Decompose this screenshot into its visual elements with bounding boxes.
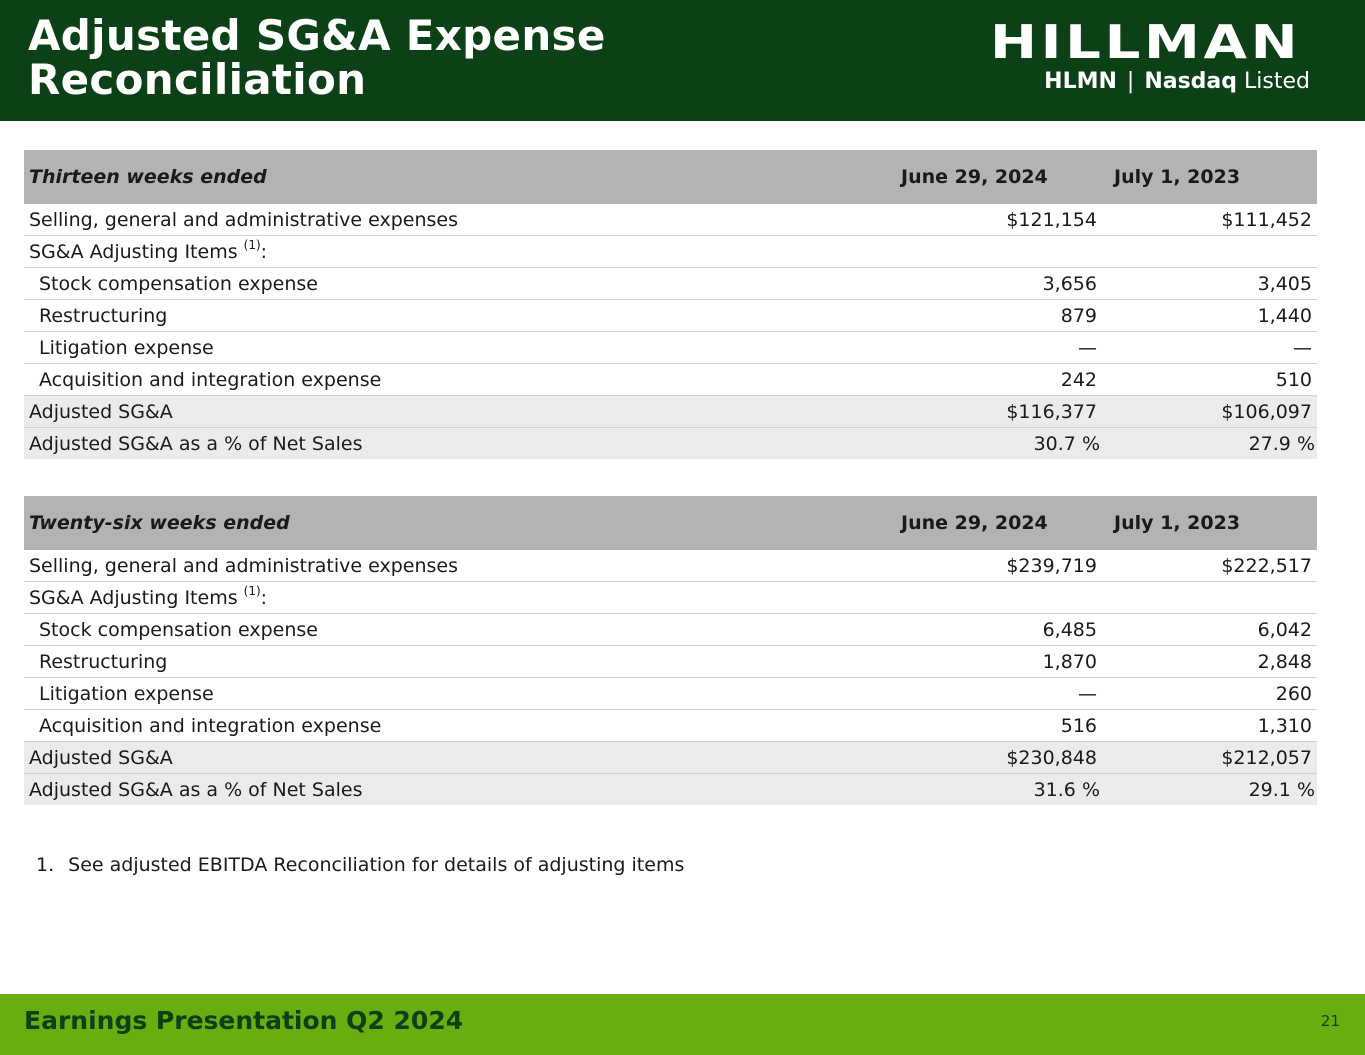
column-header-2024: June 29, 2024 (889, 496, 1102, 550)
table-row: SG&A Adjusting Items (1): (24, 235, 1317, 268)
row-label: SG&A Adjusting Items (1): (24, 581, 889, 614)
row-label: Restructuring (24, 299, 889, 332)
table-row: Adjusted SG&A $230,848 $212,057 (24, 741, 1317, 774)
row-label: Selling, general and administrative expe… (24, 550, 889, 582)
table-header-row: Thirteen weeks ended June 29, 2024 July … (24, 150, 1317, 204)
table-row: Stock compensation expense 3,656 3,405 (24, 267, 1317, 300)
row-label: Litigation expense (24, 331, 889, 364)
table-row: Selling, general and administrative expe… (24, 550, 1317, 582)
thirteen-weeks-table: Thirteen weeks ended June 29, 2024 July … (24, 150, 1317, 459)
table-row: Selling, general and administrative expe… (24, 204, 1317, 236)
row-label: Selling, general and administrative expe… (24, 204, 889, 236)
page-title-line-1: Adjusted SG&A Expense (28, 11, 606, 60)
label-colon: : (260, 240, 268, 263)
page-title-line-2: Reconciliation (28, 55, 367, 104)
value-2024: $230,848 (889, 741, 1102, 774)
row-label: Restructuring (24, 645, 889, 678)
footnote-ref: (1) (243, 237, 261, 252)
exchange-name: Nasdaq (1144, 69, 1238, 94)
value-2024: 30.7 % (889, 427, 1102, 459)
value-2023 (1102, 235, 1317, 268)
footnote: 1. See adjusted EBITDA Reconciliation for… (36, 854, 684, 876)
value-2024: 879 (889, 299, 1102, 332)
value-2024 (889, 235, 1102, 268)
row-label: Adjusted SG&A (24, 395, 889, 428)
value-2024 (889, 581, 1102, 614)
table-header-row: Twenty-six weeks ended June 29, 2024 Jul… (24, 496, 1317, 550)
value-2024: $121,154 (889, 204, 1102, 236)
row-label: Stock compensation expense (24, 267, 889, 300)
value-2023 (1102, 581, 1317, 614)
row-label: Litigation expense (24, 677, 889, 710)
column-header-2024: June 29, 2024 (889, 150, 1102, 204)
footnote-text: See adjusted EBITDA Reconciliation for d… (68, 854, 685, 876)
row-label-text: SG&A Adjusting Items (29, 240, 238, 263)
value-2023: 260 (1102, 677, 1317, 710)
table-row: Litigation expense — 260 (24, 677, 1317, 710)
header-bar: Adjusted SG&A Expense Reconciliation HIL… (0, 0, 1365, 121)
value-2024: 516 (889, 709, 1102, 742)
row-label: Acquisition and integration expense (24, 709, 889, 742)
footnote-ref: (1) (243, 583, 261, 598)
label-colon: : (260, 586, 268, 609)
row-label: Acquisition and integration expense (24, 363, 889, 396)
column-header-2023: July 1, 2023 (1102, 150, 1317, 204)
table-row: Stock compensation expense 6,485 6,042 (24, 613, 1317, 646)
table-row: Adjusted SG&A $116,377 $106,097 (24, 395, 1317, 428)
table-row: Restructuring 1,870 2,848 (24, 645, 1317, 678)
ticker-symbol: HLMN (1044, 69, 1117, 94)
value-2024: — (889, 331, 1102, 364)
page-number: 21 (1320, 1012, 1340, 1030)
table-row: Acquisition and integration expense 242 … (24, 363, 1317, 396)
row-label: Adjusted SG&A (24, 741, 889, 774)
value-2023: 29.1 % (1102, 773, 1317, 805)
column-header-2023: July 1, 2023 (1102, 496, 1317, 550)
logo-separator: | (1126, 69, 1135, 94)
presentation-title: Earnings Presentation Q2 2024 (24, 1006, 464, 1035)
table-row: Litigation expense — — (24, 331, 1317, 364)
value-2023: 1,440 (1102, 299, 1317, 332)
row-label-text: SG&A Adjusting Items (29, 586, 238, 609)
value-2023: $222,517 (1102, 550, 1317, 582)
logo-wordmark: HILLMAN (990, 15, 1302, 69)
value-2023: 6,042 (1102, 613, 1317, 646)
table-row: Acquisition and integration expense 516 … (24, 709, 1317, 742)
value-2024: — (889, 677, 1102, 710)
period-label: Thirteen weeks ended (24, 150, 889, 204)
value-2023: 1,310 (1102, 709, 1317, 742)
value-2023: $106,097 (1102, 395, 1317, 428)
footer-bar: Earnings Presentation Q2 2024 21 (0, 994, 1365, 1055)
value-2023: — (1102, 331, 1317, 364)
value-2023: 510 (1102, 363, 1317, 396)
logo-listing: HLMN | Nasdaq Listed (1044, 70, 1310, 94)
value-2023: 3,405 (1102, 267, 1317, 300)
value-2024: $116,377 (889, 395, 1102, 428)
row-label: Stock compensation expense (24, 613, 889, 646)
value-2023: $212,057 (1102, 741, 1317, 774)
value-2024: 242 (889, 363, 1102, 396)
table-row: Adjusted SG&A as a % of Net Sales 30.7 %… (24, 427, 1317, 459)
value-2024: 3,656 (889, 267, 1102, 300)
value-2024: 31.6 % (889, 773, 1102, 805)
table-row: Adjusted SG&A as a % of Net Sales 31.6 %… (24, 773, 1317, 805)
footnote-number: 1. (36, 854, 55, 876)
row-label: Adjusted SG&A as a % of Net Sales (24, 773, 889, 805)
table-row: Restructuring 879 1,440 (24, 299, 1317, 332)
row-label: SG&A Adjusting Items (1): (24, 235, 889, 268)
value-2023: $111,452 (1102, 204, 1317, 236)
row-label: Adjusted SG&A as a % of Net Sales (24, 427, 889, 459)
value-2024: 1,870 (889, 645, 1102, 678)
value-2024: $239,719 (889, 550, 1102, 582)
value-2023: 27.9 % (1102, 427, 1317, 459)
table-row: SG&A Adjusting Items (1): (24, 581, 1317, 614)
period-label: Twenty-six weeks ended (24, 496, 889, 550)
page-title: Adjusted SG&A Expense Reconciliation (28, 14, 606, 102)
hillman-logo: HILLMAN HLMN | Nasdaq Listed (990, 18, 1350, 102)
value-2024: 6,485 (889, 613, 1102, 646)
listed-label: Listed (1244, 69, 1310, 94)
value-2023: 2,848 (1102, 645, 1317, 678)
twenty-six-weeks-table: Twenty-six weeks ended June 29, 2024 Jul… (24, 496, 1317, 805)
